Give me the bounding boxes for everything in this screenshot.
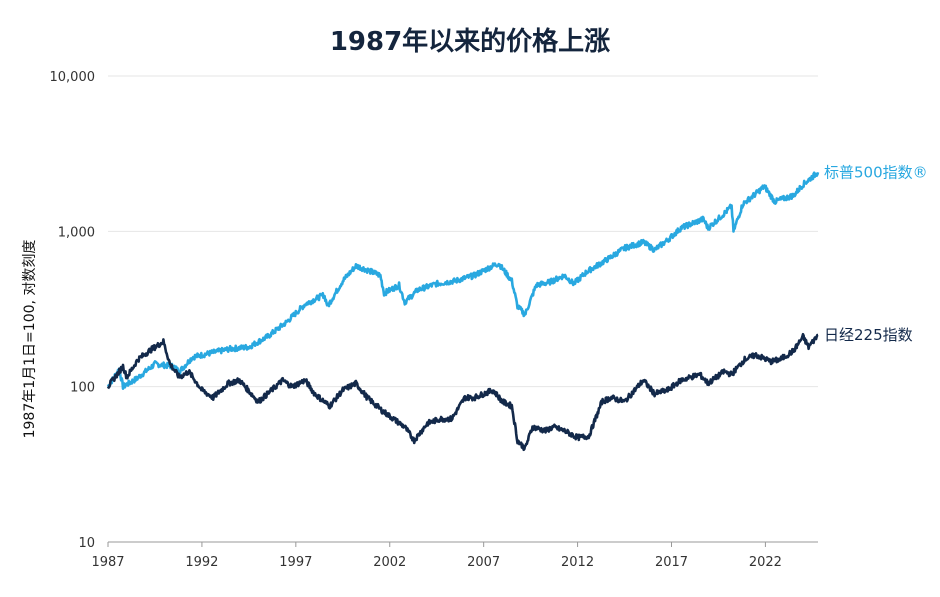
series-lines [106,171,820,452]
chart-title: 1987年以来的价格上涨 [330,26,610,57]
x-tick-label: 2007 [467,555,500,570]
x-tick-label: 1997 [279,555,312,570]
x-tick-label: 2017 [655,555,688,570]
y-axis-label: 1987年1月1日=100, 对数刻度 [22,240,38,439]
y-tick-label: 100 [70,381,95,396]
gridlines [108,75,818,543]
x-tick-label: 1992 [185,555,218,570]
series-line-0 [106,171,820,390]
series-line-1 [106,332,819,452]
y-tick-label: 10,000 [50,70,96,85]
y-axis-ticks: 10 100 1,000 10,000 [50,70,96,551]
series-label-0: 标普500指数® [824,163,928,181]
x-tick-label: 2012 [561,555,594,570]
x-axis-ticks: 1987 1992 1997 2002 2007 2012 2017 2022 [91,541,818,570]
series-labels: 标普500指数® 日经225指数 [824,163,928,344]
x-tick-label: 2002 [373,555,406,570]
x-tick-label: 2022 [749,555,782,570]
series-label-1: 日经225指数 [824,326,913,344]
x-tick-label: 1987 [91,555,124,570]
y-tick-label: 1,000 [58,225,95,240]
y-tick-label: 10 [78,536,95,551]
